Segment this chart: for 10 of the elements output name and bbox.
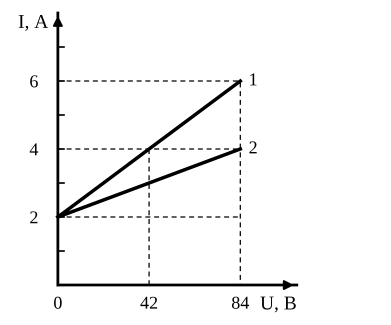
y-tick-label: 6 [30,75,38,88]
x-axis-title: U, В [260,296,296,312]
x-tick-label: 84 [232,296,250,309]
y-axis-title: I, А [18,15,48,31]
series-label: 1 [250,73,257,86]
x-tick-label: 0 [54,296,62,309]
x-tick-label: 42 [140,296,158,309]
y-tick-label: 4 [30,143,38,156]
y-tick-label: 2 [30,211,38,224]
series-label: 2 [249,141,257,154]
